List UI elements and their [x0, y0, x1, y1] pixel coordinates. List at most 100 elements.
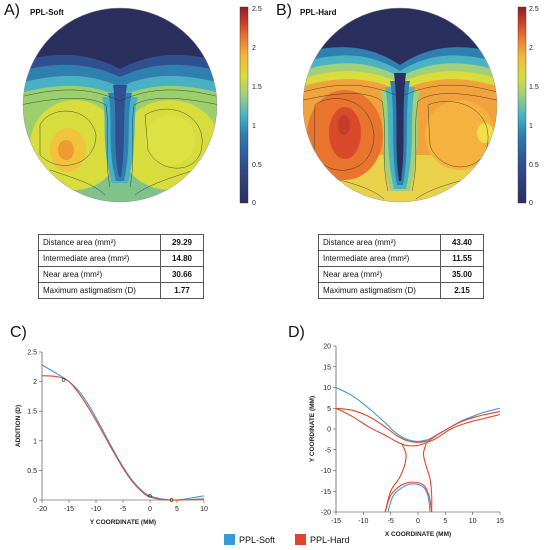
stats-table-hard: Distance area (mm²) 43.40 Intermediate ar… [318, 234, 484, 299]
y-tick-label: 2.5 [27, 350, 37, 357]
series-line [417, 413, 501, 447]
row-value: 30.66 [160, 266, 204, 283]
legend: PPL-Soft PPL-Hard [224, 534, 350, 545]
colorbar-soft-tick: 0 [252, 200, 256, 207]
y-tick-label: 0 [33, 498, 37, 505]
legend-item-hard: PPL-Hard [295, 534, 350, 545]
y-tick-label: 2 [33, 379, 37, 386]
row-value: 43.40 [440, 234, 484, 251]
y-tick-label: 1 [33, 438, 37, 445]
row-value: 14.80 [160, 250, 204, 267]
row-value: 1.77 [160, 282, 204, 299]
series-line [335, 407, 430, 443]
stats-table-soft: Distance area (mm²) 29.29 Intermediate ar… [38, 234, 204, 299]
y-tick-label: 0.5 [27, 468, 37, 475]
x-tick-label: 0 [148, 506, 152, 513]
x-axis-label: X COORDINATE (MM) [385, 531, 451, 538]
colorbar-hard-gradient [517, 6, 527, 204]
row-label: Distance area (mm²) [38, 234, 161, 251]
row-value: 29.29 [160, 234, 204, 251]
series-line [387, 483, 431, 513]
table-row: Near area (mm²) 35.00 [318, 266, 484, 283]
x-tick-label: -15 [331, 518, 341, 525]
x-tick-label: 5 [443, 518, 447, 525]
contour-map-soft [22, 7, 218, 203]
x-tick-label: 15 [496, 518, 504, 525]
colorbar-hard-tick: 1 [529, 123, 533, 130]
legend-item-soft: PPL-Soft [224, 534, 275, 545]
y-tick-label: 5 [327, 406, 331, 413]
y-tick-label: 15 [323, 364, 331, 371]
legend-label-soft: PPL-Soft [239, 534, 276, 545]
series-line [428, 411, 501, 442]
y-tick-label: -20 [321, 510, 331, 517]
series-line [422, 443, 433, 513]
panel-b-title: PPL-Hard [300, 8, 337, 17]
row-value: 2.15 [440, 282, 484, 299]
x-tick-label: -10 [358, 518, 368, 525]
reference-marker [148, 494, 152, 498]
colorbar-soft-tick: 1 [252, 123, 256, 130]
row-label: Near area (mm²) [38, 266, 161, 283]
x-tick-label: -15 [64, 506, 74, 513]
table-row: Distance area (mm²) 29.29 [38, 234, 204, 251]
x-tick-label: -5 [388, 518, 394, 525]
y-tick-label: 1.5 [27, 409, 37, 416]
legend-label-hard: PPL-Hard [310, 534, 350, 545]
row-value: 11.55 [440, 250, 484, 267]
series-line [41, 375, 205, 501]
x-tick-label: 5 [175, 506, 179, 513]
reference-marker [61, 378, 66, 382]
y-axis-label: ADDITION (D) [15, 405, 22, 447]
colorbar-hard-tick: 2 [529, 45, 533, 52]
table-row: Intermediate area (mm²) 14.80 [38, 250, 204, 267]
table-row: Intermediate area (mm²) 11.55 [318, 250, 484, 267]
series-line [41, 364, 205, 501]
y-tick-label: 0 [327, 427, 331, 434]
series-line [335, 407, 419, 447]
series-line [384, 481, 433, 513]
row-label: Maximum astigmatism (D) [38, 282, 161, 299]
panel-a-title: PPL-Soft [30, 8, 64, 17]
x-tick-label: -20 [37, 506, 47, 513]
panel-a-letter: A) [4, 2, 20, 19]
legend-swatch-soft [224, 534, 235, 545]
colorbar-soft: 2.5 2 1.5 1 0.5 0 [239, 6, 262, 207]
colorbar-hard-tick: 1.5 [529, 84, 539, 91]
row-label: Distance area (mm²) [318, 234, 441, 251]
row-label: Near area (mm²) [318, 266, 441, 283]
colorbar-soft-gradient [239, 6, 249, 204]
colorbar-soft-tick: 1.5 [252, 84, 262, 91]
colorbar-hard-tick: 2.5 [529, 6, 539, 13]
row-label: Intermediate area (mm²) [318, 250, 441, 267]
x-tick-label: -5 [120, 506, 126, 513]
panel-b-letter: B) [276, 2, 292, 19]
table-row: Distance area (mm²) 43.40 [318, 234, 484, 251]
x-tick-label: 10 [469, 518, 477, 525]
table-row: Near area (mm²) 30.66 [38, 266, 204, 283]
colorbar-hard: 2.5 2 1.5 1 0.5 0 [517, 6, 539, 207]
y-axis-label: Y COORDINATE (MM) [309, 396, 316, 462]
table-row: Maximum astigmatism (D) 1.77 [38, 282, 204, 299]
x-tick-label: -10 [91, 506, 101, 513]
x-axis-label: Y COORDINATE (MM) [90, 519, 156, 526]
colorbar-hard-tick: 0 [529, 200, 533, 207]
colorbar-soft-tick: 0.5 [252, 162, 262, 169]
colorbar-soft-tick: 2.5 [252, 6, 262, 13]
contour-map-hard [302, 7, 498, 203]
y-tick-label: 20 [323, 344, 331, 351]
series-line [384, 443, 407, 513]
row-label: Maximum astigmatism (D) [318, 282, 441, 299]
legend-swatch-hard [295, 534, 307, 545]
y-tick-label: -5 [325, 447, 331, 454]
panel-d-letter: D) [288, 324, 305, 341]
row-value: 35.00 [440, 266, 484, 283]
colorbar-soft-tick: 2 [252, 45, 256, 52]
colorbar-hard-tick: 0.5 [529, 162, 539, 169]
x-tick-label: 0 [416, 518, 420, 525]
y-tick-label: -15 [321, 489, 331, 496]
table-row: Maximum astigmatism (D) 2.15 [318, 282, 484, 299]
panel-c-letter: C) [10, 324, 27, 341]
series-line [335, 387, 430, 443]
